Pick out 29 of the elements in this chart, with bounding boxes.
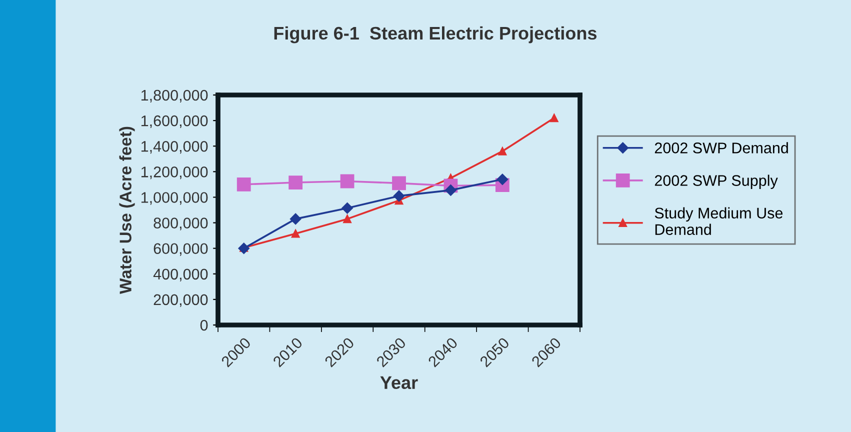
point [392,176,406,190]
y-tick-label: 1,400,000 [141,140,208,154]
y-tick-label: 1,000,000 [141,192,208,205]
y-tick-label: 200,000 [154,294,208,307]
point [550,114,558,122]
legend-label: 2002 SWP Demand [654,142,788,154]
point [291,229,300,238]
y-tick-label: 0 [200,320,208,331]
legend-label: 2002 SWP Supply [654,174,778,189]
point [290,213,302,225]
point [498,147,507,156]
point [393,190,405,202]
y-tick-label: 1,600,000 [141,115,208,128]
point [496,174,508,185]
chart-title: Figure 6-1 Steam Electric Projections [274,26,597,44]
point [343,214,352,224]
point [288,176,303,190]
y-axis-title: Water Use (Acre feet) [119,126,135,294]
point [445,184,456,196]
y-tick-label: 1,800,000 [141,90,208,102]
y-tick-label: 600,000 [154,243,208,256]
y-tick-label: 400,000 [153,268,208,282]
y-tick-label: 800,000 [154,218,208,230]
point [236,178,251,192]
y-tick-label: 1,200,000 [141,166,208,180]
point [340,174,354,188]
legend-label: Study Medium Use Demand [654,207,783,235]
x-axis-title: Year [380,376,418,390]
point [342,202,353,214]
